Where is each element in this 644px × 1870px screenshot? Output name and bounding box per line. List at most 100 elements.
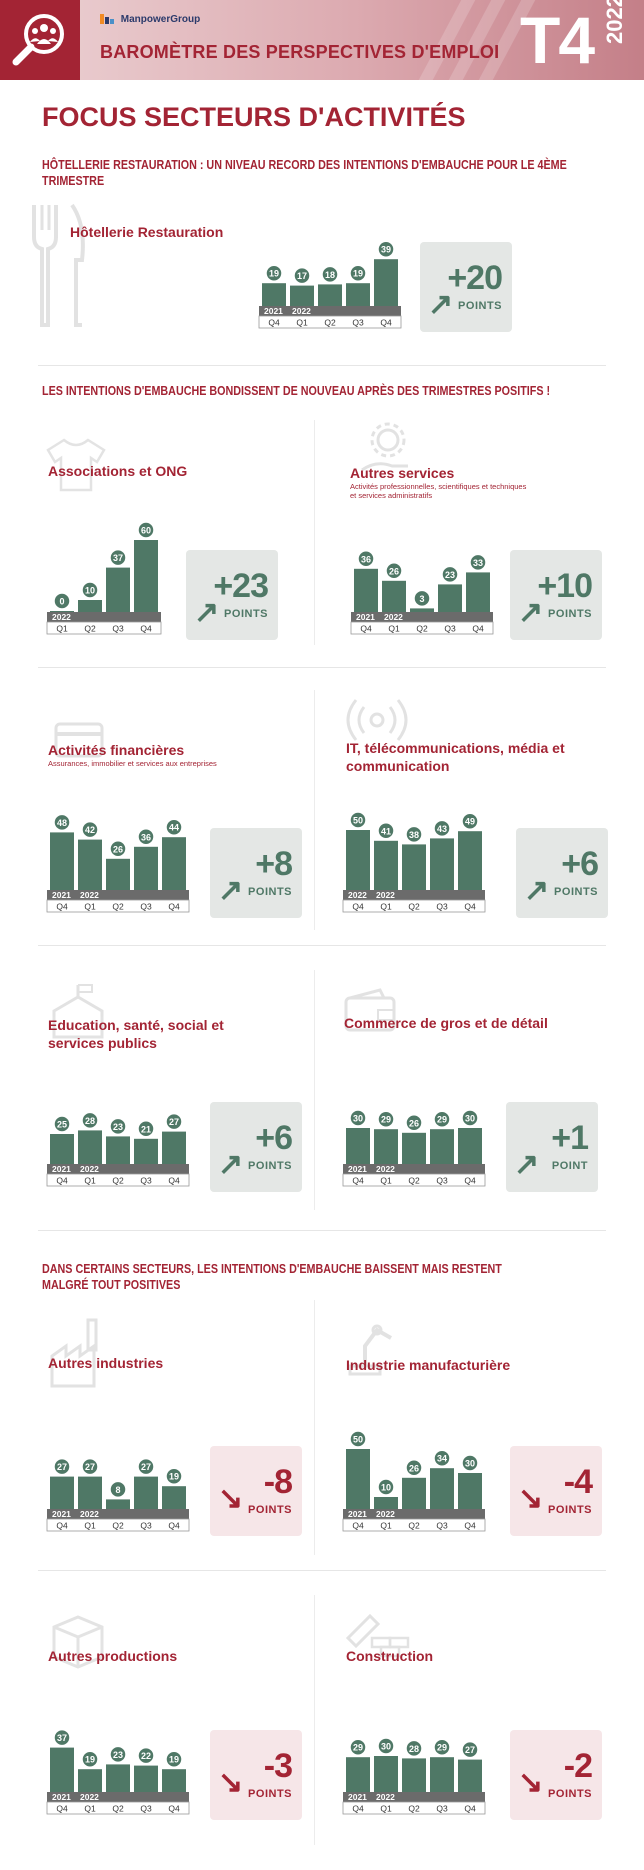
year-band	[343, 1164, 485, 1174]
value-label: 42	[85, 825, 95, 835]
category-label: Q4	[56, 902, 68, 912]
category-label: Q2	[408, 1804, 420, 1814]
people-search-icon	[0, 0, 80, 80]
value-label: 26	[389, 566, 399, 576]
value-bubble: 3	[413, 589, 431, 608]
category-band	[46, 621, 162, 635]
bar	[50, 1476, 74, 1509]
category-label: Q2	[112, 1521, 124, 1531]
category-band	[46, 899, 190, 913]
bar	[374, 1756, 398, 1792]
change-box: ↗ +23 POINTS	[186, 550, 278, 640]
arrow-up-icon: ↗	[194, 596, 220, 629]
category-label: Q4	[464, 1521, 476, 1531]
value-bubble: 29	[377, 1110, 395, 1128]
year-label: 2021	[348, 1509, 367, 1519]
bar-chart: 36 26 3 23 33 2021 2022 Q4 Q1 Q2 Q3 Q4	[350, 550, 494, 635]
value-bubble: 22	[137, 1746, 155, 1765]
value-label: 37	[113, 553, 123, 563]
value-bubble: 0	[53, 592, 71, 610]
robot-arm-icon	[348, 1324, 392, 1376]
bar	[318, 284, 342, 306]
value-label: 30	[381, 1742, 391, 1752]
value-bubble: 30	[349, 1109, 367, 1127]
value-bubble: 60	[137, 521, 155, 539]
value-label: 34	[437, 1454, 447, 1464]
section-heading: DANS CERTAINS SECTEURS, LES INTENTIONS D…	[42, 1262, 502, 1292]
divider	[38, 945, 606, 946]
bar	[162, 1131, 186, 1164]
bar	[354, 568, 378, 612]
value-bubble: 29	[433, 1110, 451, 1128]
year-label: 2022	[80, 1164, 99, 1174]
bar	[78, 1769, 102, 1792]
change-unit: POINTS	[548, 1788, 592, 1800]
fork-knife-icon	[32, 203, 85, 327]
value-label: 23	[113, 1750, 123, 1760]
value-label: 41	[381, 826, 391, 836]
divider	[38, 1230, 606, 1231]
value-label: 3	[419, 594, 424, 604]
year-label: 2021	[348, 1792, 367, 1802]
change-unit: POINTS	[224, 608, 268, 620]
bar	[382, 580, 406, 612]
category-label: Q1	[380, 1176, 392, 1186]
value-bubble: 27	[461, 1740, 479, 1759]
category-label: Q4	[352, 902, 364, 912]
change-value: -4	[563, 1463, 593, 1501]
change-value: +23	[213, 567, 269, 605]
value-label: 10	[85, 586, 95, 596]
change-box: ↗ +6 POINTS	[516, 828, 608, 918]
change-unit: POINTS	[548, 1504, 592, 1516]
arrow-up-icon: ↗	[518, 596, 544, 629]
category-band	[46, 1518, 190, 1532]
value-bubble: 50	[349, 811, 367, 829]
category-label: Q2	[416, 624, 428, 634]
category-label: Q3	[112, 624, 124, 634]
value-label: 38	[409, 830, 419, 840]
bar	[78, 1130, 102, 1164]
value-label: 28	[409, 1744, 419, 1754]
category-label: Q4	[56, 1176, 68, 1186]
change-value: -3	[263, 1747, 293, 1785]
value-label: 29	[437, 1743, 447, 1753]
value-bubble: 30	[461, 1109, 479, 1127]
bar	[374, 1129, 398, 1164]
value-bubble: 19	[81, 1750, 99, 1768]
arrow-down-icon: ↘	[218, 1482, 244, 1515]
category-label: Q1	[380, 1521, 392, 1531]
category-label: Q2	[408, 1521, 420, 1531]
value-label: 37	[57, 1733, 67, 1743]
value-label: 29	[437, 1115, 447, 1125]
bar	[374, 1497, 398, 1509]
category-label: Q1	[296, 318, 308, 328]
arrow-up-icon: ↗	[428, 288, 454, 321]
value-bubble: 43	[433, 819, 451, 838]
bar	[162, 1769, 186, 1792]
header-year: 2022	[602, 0, 627, 44]
year-label: 2022	[348, 890, 367, 900]
value-label: 44	[169, 823, 179, 833]
change-unit: POINTS	[248, 1504, 292, 1516]
value-label: 10	[381, 1483, 391, 1493]
value-bubble: 41	[377, 822, 395, 840]
bar	[50, 611, 74, 612]
bar	[458, 831, 482, 890]
category-label: Q3	[436, 902, 448, 912]
year-label: 2022	[292, 306, 311, 316]
value-label: 27	[465, 1745, 475, 1755]
value-bubble: 26	[405, 1114, 423, 1132]
value-bubble: 23	[109, 1117, 127, 1136]
bar-chart: 0 10 37 60 2022 Q1 Q2 Q3 Q4	[46, 521, 162, 635]
value-bubble: 44	[165, 818, 183, 836]
change-box: ↘ -3 POINTS	[210, 1730, 302, 1820]
category-label: Q4	[464, 1176, 476, 1186]
bar	[374, 259, 398, 306]
value-label: 36	[141, 832, 151, 842]
change-unit: POINTS	[248, 1160, 292, 1172]
change-box: ↗ +10 POINTS	[510, 550, 602, 640]
category-label: Q1	[380, 902, 392, 912]
year-label: 2021	[356, 612, 375, 622]
bar	[134, 846, 158, 890]
value-label: 26	[409, 1118, 419, 1128]
